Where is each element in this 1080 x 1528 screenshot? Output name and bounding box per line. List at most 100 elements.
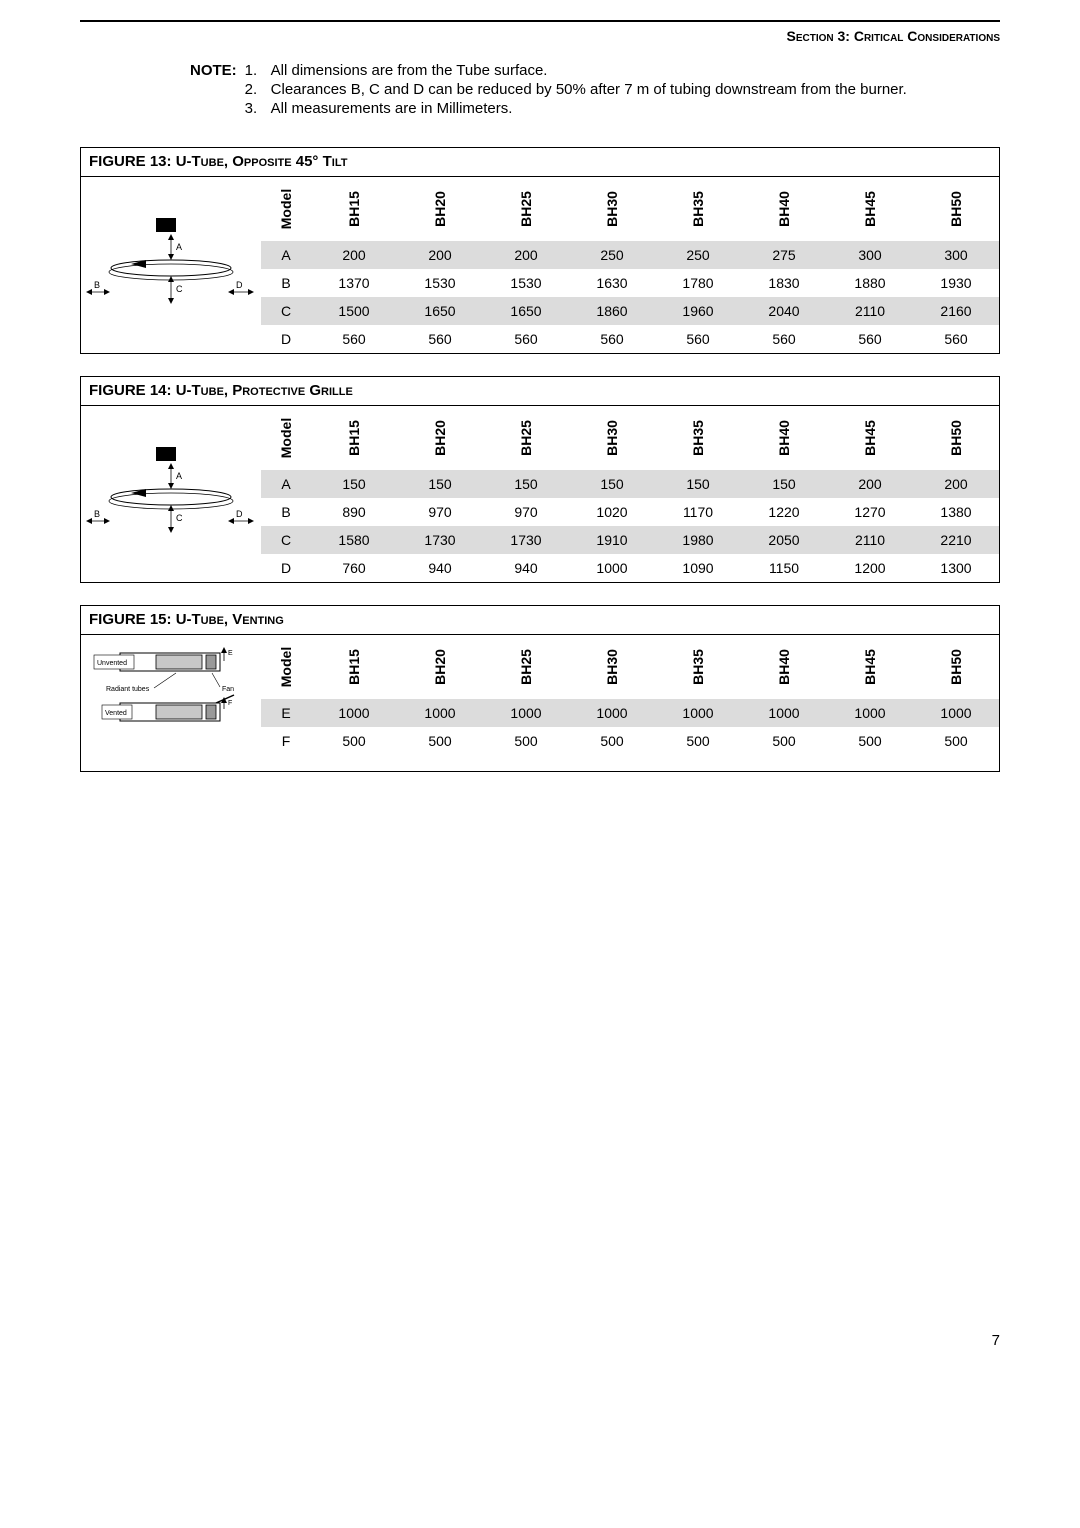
cell: 1000 [913, 699, 999, 727]
column-header: BH40 [741, 177, 827, 241]
figure-name: U-Tube, Venting [176, 611, 284, 628]
column-header: BH45 [827, 406, 913, 470]
cell: 1910 [569, 526, 655, 554]
row-label: B [261, 498, 311, 526]
svg-text:D: D [236, 509, 243, 519]
column-header: BH20 [397, 177, 483, 241]
cell [655, 755, 741, 767]
svg-text:C: C [176, 284, 183, 294]
column-header: BH50 [913, 406, 999, 470]
table-row [261, 755, 999, 767]
column-header: BH40 [741, 635, 827, 699]
cell: 1730 [483, 526, 569, 554]
cell: 1530 [483, 269, 569, 297]
figure-title: FIGURE 15: U-Tube, Venting [81, 606, 999, 635]
cell: 2040 [741, 297, 827, 325]
svg-text:B: B [94, 280, 100, 290]
table-row: B89097097010201170122012701380 [261, 498, 999, 526]
diagram: Unvented E Radiant tubes Fan Vented F [81, 635, 261, 771]
cell: 1000 [397, 699, 483, 727]
cell: 1300 [913, 554, 999, 582]
cell: 500 [483, 727, 569, 755]
svg-text:D: D [236, 280, 243, 290]
cell: 1170 [655, 498, 741, 526]
cell: 1000 [311, 699, 397, 727]
cell: 2210 [913, 526, 999, 554]
cell: 1980 [655, 526, 741, 554]
table-row: D76094094010001090115012001300 [261, 554, 999, 582]
cell: 500 [913, 727, 999, 755]
cell: 760 [311, 554, 397, 582]
row-label: C [261, 297, 311, 325]
note-number: 3. [245, 100, 271, 117]
column-header: BH45 [827, 635, 913, 699]
cell: 1220 [741, 498, 827, 526]
cell: 200 [913, 470, 999, 498]
cell: 150 [483, 470, 569, 498]
cell: 890 [311, 498, 397, 526]
table-row: F500500500500500500500500 [261, 727, 999, 755]
table-row: C15801730173019101980205021102210 [261, 526, 999, 554]
cell: 2110 [827, 297, 913, 325]
cell: 1200 [827, 554, 913, 582]
cell: 200 [311, 241, 397, 269]
cell: 1830 [741, 269, 827, 297]
note-item: 3.All measurements are in Millimeters. [245, 100, 907, 117]
row-label: C [261, 526, 311, 554]
cell: 150 [741, 470, 827, 498]
cell: 1000 [483, 699, 569, 727]
cell: 1530 [397, 269, 483, 297]
cell: 200 [483, 241, 569, 269]
cell [569, 755, 655, 767]
cell: 150 [311, 470, 397, 498]
cell: 500 [741, 727, 827, 755]
cell: 1880 [827, 269, 913, 297]
row-label: A [261, 241, 311, 269]
cell: 2160 [913, 297, 999, 325]
cell: 560 [827, 325, 913, 353]
cell [827, 755, 913, 767]
cell: 150 [569, 470, 655, 498]
cell: 1650 [397, 297, 483, 325]
table-row: A200200200250250275300300 [261, 241, 999, 269]
column-header: BH25 [483, 406, 569, 470]
section-header: Section 3: Critical Considerations [80, 28, 1000, 44]
cell: 250 [569, 241, 655, 269]
row-label: D [261, 325, 311, 353]
cell: 500 [397, 727, 483, 755]
figure-prefix: FIGURE 15: [89, 611, 176, 628]
figure-name: U-Tube, Protective Grille [176, 382, 353, 399]
column-header: BH20 [397, 635, 483, 699]
table-row: B13701530153016301780183018801930 [261, 269, 999, 297]
cell: 1630 [569, 269, 655, 297]
column-header: BH20 [397, 406, 483, 470]
note-item: 1.All dimensions are from the Tube surfa… [245, 62, 907, 79]
fig15: FIGURE 15: U-Tube, Venting Unvented E Ra… [80, 605, 1000, 772]
svg-text:E: E [228, 650, 233, 657]
clearance-table: ModelBH15BH20BH25BH30BH35BH40BH45BH50A20… [261, 177, 999, 353]
cell: 1000 [655, 699, 741, 727]
column-header: BH40 [741, 406, 827, 470]
column-header: BH30 [569, 406, 655, 470]
cell: 500 [569, 727, 655, 755]
cell: 970 [397, 498, 483, 526]
table-row: C15001650165018601960204021102160 [261, 297, 999, 325]
note-text: Clearances B, C and D can be reduced by … [271, 81, 907, 98]
cell: 940 [397, 554, 483, 582]
table-row: D560560560560560560560560 [261, 325, 999, 353]
cell [397, 755, 483, 767]
column-header: BH35 [655, 177, 741, 241]
cell: 300 [827, 241, 913, 269]
cell: 1000 [741, 699, 827, 727]
cell: 1650 [483, 297, 569, 325]
column-header: Model [261, 635, 311, 699]
page-number: 7 [80, 1332, 1000, 1349]
note-block: NOTE: 1.All dimensions are from the Tube… [190, 62, 1000, 119]
svg-text:Fan: Fan [222, 686, 234, 693]
table-row: A150150150150150150200200 [261, 470, 999, 498]
column-header: BH50 [913, 635, 999, 699]
row-label: B [261, 269, 311, 297]
row-label: E [261, 699, 311, 727]
cell: 200 [827, 470, 913, 498]
svg-text:C: C [176, 513, 183, 523]
